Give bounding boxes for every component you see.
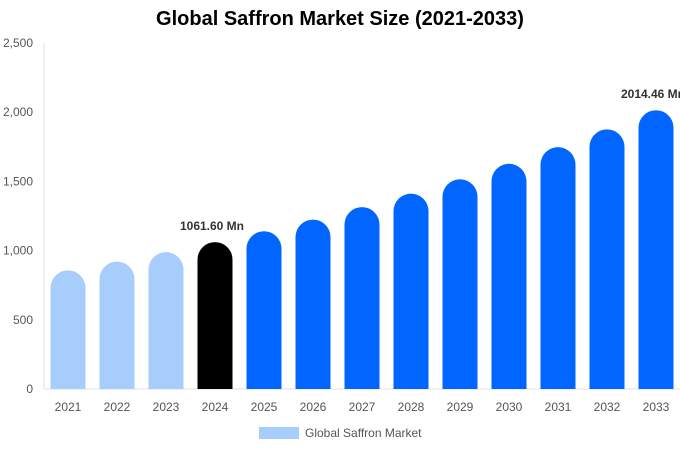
bar-2030 <box>491 163 527 389</box>
bar-2029 <box>442 179 478 389</box>
bar-2024 <box>197 242 233 389</box>
bar-2027 <box>344 207 380 389</box>
bar-2033 <box>638 110 674 390</box>
x-tick-label: 2028 <box>398 400 425 414</box>
x-tick-label: 2031 <box>545 400 572 414</box>
y-tick-label: 1,000 <box>3 244 33 258</box>
y-tick-label: 2,500 <box>3 36 33 50</box>
bar-2023 <box>148 252 184 389</box>
legend[interactable]: Global Saffron Market <box>259 426 422 440</box>
x-tick-label: 2029 <box>447 400 474 414</box>
x-tick-label: 2024 <box>202 400 229 414</box>
x-tick-label: 2030 <box>496 400 523 414</box>
data-label-2033: 2014.46 Mn <box>621 87 680 101</box>
bar-2028 <box>393 193 429 389</box>
x-tick-label: 2022 <box>104 400 131 414</box>
y-tick-label: 2,000 <box>3 105 33 119</box>
x-tick-label: 2027 <box>349 400 376 414</box>
bar-2031 <box>540 147 576 389</box>
bar-2026 <box>295 219 331 389</box>
data-label-2024: 1061.60 Mn <box>180 219 244 233</box>
y-tick-label: 0 <box>26 382 33 396</box>
chart-title: Global Saffron Market Size (2021-2033) <box>156 8 524 30</box>
legend-swatch <box>259 427 299 439</box>
x-tick-label: 2026 <box>300 400 327 414</box>
bar-2022 <box>99 261 135 389</box>
x-tick-label: 2021 <box>55 400 82 414</box>
bar-2025 <box>246 231 282 389</box>
y-tick-label: 1,500 <box>3 174 33 188</box>
bar-2032 <box>589 129 625 390</box>
x-tick-label: 2025 <box>251 400 278 414</box>
legend-label: Global Saffron Market <box>305 426 422 440</box>
bar-2021 <box>50 270 86 389</box>
x-tick-label: 2023 <box>153 400 180 414</box>
x-tick-label: 2033 <box>643 400 670 414</box>
y-tick-label: 500 <box>13 313 33 327</box>
x-tick-label: 2032 <box>594 400 621 414</box>
